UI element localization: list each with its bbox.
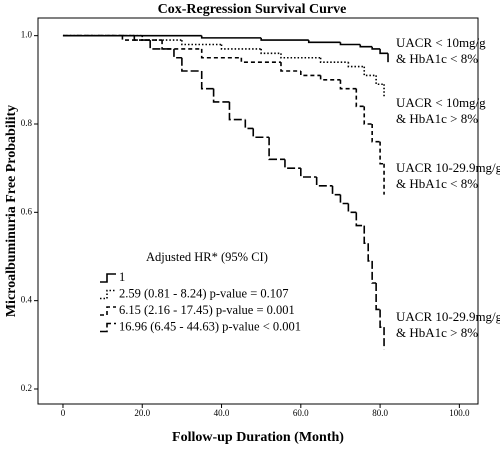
curve-step [173,48,182,59]
curve-step [339,194,349,205]
curve-step [371,260,377,284]
curve-step [280,62,301,72]
curve-step [212,88,230,103]
curve-step [260,37,309,41]
curve-step [149,40,174,50]
curve-step [200,48,242,59]
survival-curve [62,34,385,350]
curve-annotation: & HbA1c > 8% [396,325,478,340]
curve-step [220,44,262,50]
curve-annotation: UACR 10-29.9mg/g [396,160,500,175]
curve-step [240,57,281,63]
x-tick-label: 80.0 [372,408,388,418]
curve-step [161,40,202,50]
x-axis-title: Follow-up Duration (Month) [172,430,344,445]
curve-step [347,62,365,68]
y-tick-label: 0.4 [21,295,33,305]
curve-step [228,101,246,121]
curve-step [371,123,381,143]
legend-label: 2.59 (0.81 - 8.24) p-value = 0.107 [119,286,289,300]
x-tick-label: 40.0 [214,408,230,418]
legend-swatch [100,306,116,316]
curve-step [367,243,373,262]
y-tick-label: 0.2 [21,383,32,393]
curve-step [375,282,381,311]
curve-step [363,225,369,245]
curve-annotation: & HbA1c > 8% [396,111,478,126]
curve-step [375,75,385,86]
y-tick-label: 0.6 [21,206,33,216]
curve-step [371,46,381,50]
survival-curve [62,34,385,195]
x-tick-label: 60.0 [293,408,309,418]
legend-swatch [100,273,116,283]
legend-label: 6.15 (2.16 - 17.45) p-value = 0.001 [119,303,295,317]
curve-step [133,35,151,41]
curve-step [315,176,333,187]
curve-step [300,168,317,178]
curve-step [355,212,365,227]
curve-step [355,88,365,108]
curve-annotation: UACR 10-29.9mg/g [396,309,500,324]
legend-swatch [100,322,116,333]
survival-curve [62,34,385,98]
curve-step [181,57,202,72]
legend-swatch [100,289,116,300]
y-tick-label: 0.8 [21,118,33,128]
curve-step [319,75,341,81]
legend-label: 1 [119,270,125,284]
curve-step [181,40,222,46]
curve-step [331,185,341,196]
curve-step [347,203,357,214]
curve-step [359,44,373,48]
legend-label: 16.96 (6.45 - 44.63) p-value < 0.001 [119,319,301,333]
curve-step [284,159,301,169]
curve-step [280,53,321,59]
x-tick-label: 20.0 [134,408,150,418]
curve-step [200,70,214,90]
curve-step [379,141,385,165]
curve-annotation: & HbA1c < 8% [396,51,478,66]
chart-title: Cox-Regression Survival Curve [158,2,347,17]
y-axis-title: Microalbuminuria Free Probability [4,105,19,317]
curve-step [363,106,373,125]
curve-annotation: UACR < 10mg/g [396,95,486,110]
curve-step [339,79,357,90]
curve-step [300,70,321,77]
curve-step [268,137,285,161]
x-tick-label: 100.0 [449,408,470,418]
curve-step [363,66,377,77]
curve-step [200,35,262,39]
curve-step [339,42,361,46]
curve-step [260,48,281,55]
curve-step [379,48,389,55]
curve-annotation: & HbA1c < 8% [396,176,478,191]
plot-frame [37,17,479,405]
y-tick-label: 1.0 [21,30,33,40]
legend-title: Adjusted HR* (95% CI) [146,250,268,264]
curve-step [244,119,254,130]
curve-step [319,57,349,63]
curve-step [252,128,270,139]
curve-annotation: UACR < 10mg/g [396,35,486,50]
x-tick-label: 0 [61,408,66,418]
curve-step [307,40,341,44]
curve-step [379,309,385,328]
